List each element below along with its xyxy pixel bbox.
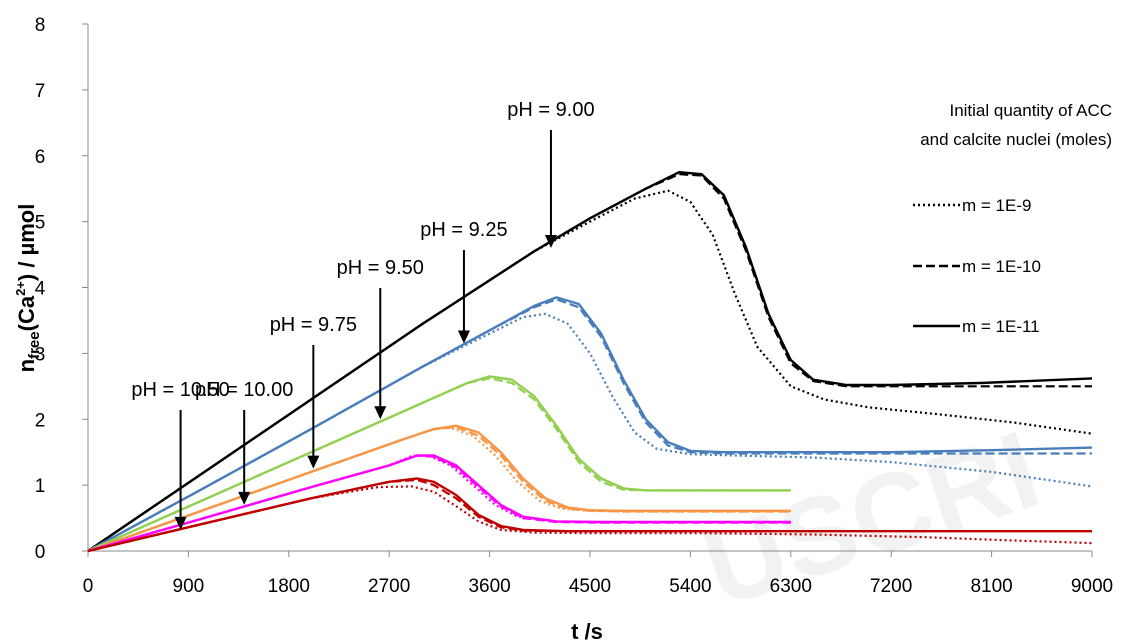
annotation-label: pH = 10.50 (131, 379, 229, 401)
x-axis-title: t /s (571, 619, 603, 644)
x-tick-label: 5400 (669, 576, 711, 597)
series-line-ph-10.50-dashed (87, 478, 814, 553)
y-tick-label: 7 (35, 81, 46, 102)
annotation-arrowhead (174, 516, 187, 530)
series-line-ph-9.00-dotted (87, 189, 1093, 552)
x-tick-label: 1800 (268, 576, 310, 597)
y-tick-label: 0 (35, 542, 46, 563)
x-tick-label: 6300 (770, 576, 812, 597)
annotation-label: pH = 9.25 (420, 219, 507, 241)
x-tick-label: 7200 (870, 576, 912, 597)
x-tick-label: 8100 (970, 576, 1012, 597)
x-tick-label: 4500 (569, 576, 611, 597)
annotation-arrowhead (307, 455, 320, 469)
annotation-arrowhead (238, 491, 251, 505)
x-tick-label: 9000 (1071, 576, 1113, 597)
y-tick-label: 4 (35, 279, 46, 300)
series-line-ph-9.25-dashed (87, 298, 1092, 552)
annotation-label: pH = 10.00 (195, 379, 293, 401)
annotation-arrowhead (544, 234, 557, 248)
y-tick-label: 5 (35, 213, 46, 234)
series-line-ph-10.00-dotted (87, 454, 791, 553)
annotation-label: pH = 9.00 (507, 99, 594, 121)
series-line-ph-9.25-dotted (87, 312, 1093, 552)
y-tick-label: 8 (35, 15, 46, 36)
legend-title: Initial quantity of ACC (949, 101, 1112, 120)
annotation-label: pH = 9.50 (337, 257, 424, 279)
series-line-ph-9.50-solid (87, 375, 791, 553)
legend-label: m = 1E-9 (962, 196, 1031, 215)
series-line-ph-9.00-dashed (87, 173, 1092, 552)
x-tick-label: 0 (83, 576, 94, 597)
y-tick-label: 6 (35, 147, 46, 168)
series-line-ph-10.00-dashed (87, 454, 791, 553)
x-tick-label: 900 (173, 576, 205, 597)
y-tick-label: 1 (35, 476, 46, 497)
legend-label: m = 1E-10 (962, 257, 1041, 276)
series-line-ph-9.50-dashed (87, 377, 791, 553)
series-line-ph-9.75-dotted (87, 426, 791, 553)
annotation-arrowhead (374, 406, 387, 420)
annotation-arrowhead (457, 330, 470, 344)
annotation-label: pH = 9.75 (270, 314, 357, 336)
y-axis-title: nfree(Ca2+) / µmol (13, 204, 43, 373)
y-tick-label: 3 (35, 344, 46, 365)
y-tick-label: 2 (35, 410, 46, 431)
x-tick-label: 2700 (368, 576, 410, 597)
legend-title: and calcite nuclei (moles) (920, 130, 1112, 149)
series-line-ph-9.75-dashed (87, 426, 791, 553)
legend-label: m = 1E-11 (962, 317, 1040, 336)
x-tick-label: 3600 (468, 576, 510, 597)
